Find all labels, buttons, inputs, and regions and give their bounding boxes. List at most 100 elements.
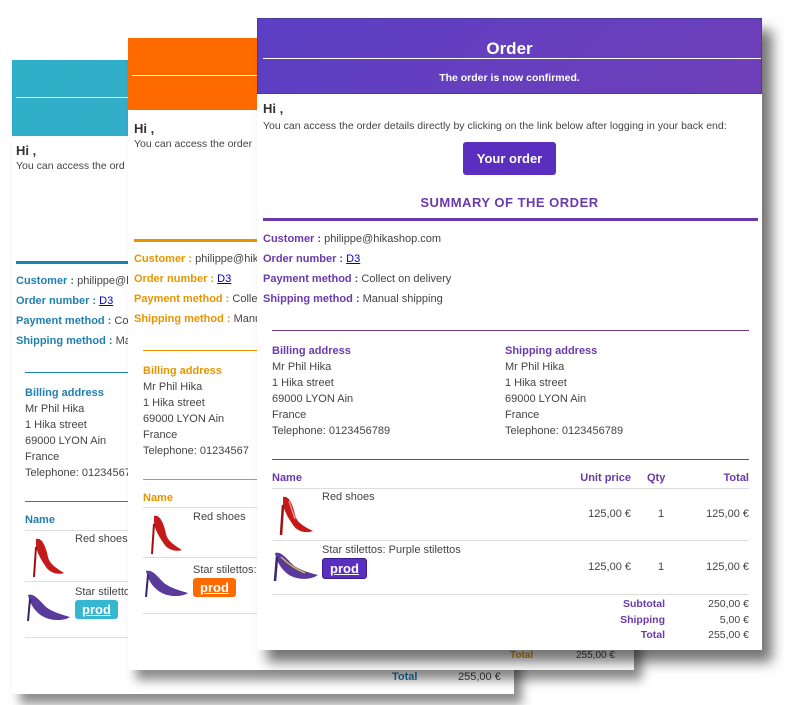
item-name: Red shoes (75, 533, 128, 545)
item-qty: 1 (658, 561, 665, 573)
subtotal-value: 250,00 € (708, 598, 749, 610)
customer-value: philippe@h (77, 275, 133, 287)
billing-address-title: Billing address (25, 387, 104, 399)
email-title: Order (486, 39, 533, 58)
order-number-label: Order number : (16, 295, 97, 307)
prod-button[interactable]: prod (75, 600, 118, 619)
total-value: 255,00 € (708, 629, 749, 641)
summary-title: SUMMARY OF THE ORDER (420, 195, 599, 210)
shipping-line: France (505, 409, 540, 421)
total-label: Total (640, 629, 665, 641)
item-unit-price: 125,00 € (588, 561, 631, 573)
shipping-method-value: Manu (233, 313, 262, 325)
red-shoe-icon (279, 496, 313, 536)
total-value: 255,00 € (458, 671, 501, 683)
billing-line: 1 Hika street (143, 397, 205, 409)
payment-value: Co (114, 315, 129, 327)
total-value: 255,00 € (576, 650, 615, 661)
item-name: Red shoes (322, 491, 375, 503)
intro-text: You can access the order (134, 138, 253, 150)
shipping-cost-value: 5,00 € (719, 614, 749, 626)
greeting: Hi , (263, 101, 284, 116)
customer-value: philippe@hikashop.com (324, 233, 442, 245)
col-header-qty: Qty (647, 472, 666, 484)
shipping-line: Telephone: 0123456789 (505, 425, 624, 437)
payment-label: Payment method : (16, 315, 112, 327)
your-order-button[interactable]: Your order (463, 142, 556, 175)
shipping-line: 1 Hika street (505, 377, 567, 389)
order-number-link[interactable]: D3 (217, 273, 232, 285)
order-number-label: Order number : (134, 273, 215, 285)
billing-line: 69000 LYON Ain (25, 435, 107, 447)
purple-shoe-icon (27, 594, 70, 622)
billing-line: 69000 LYON Ain (143, 413, 225, 425)
item-name: Red shoes (193, 511, 246, 523)
email-subtitle: The order is now confirmed. (439, 72, 580, 84)
greeting: Hi , (134, 121, 155, 136)
customer-label: Customer : (16, 275, 75, 287)
col-header-total: Total (723, 472, 749, 484)
subtotal-label: Subtotal (623, 598, 665, 610)
email-preview-purple: Order The order is now confirmed. Hi , Y… (257, 18, 762, 650)
item-qty: 1 (658, 508, 665, 520)
item-name: Star stilettos: (193, 564, 257, 576)
billing-line: France (143, 429, 178, 441)
billing-line: Telephone: 0123456789 (272, 425, 391, 437)
name-column-header: Name (143, 492, 173, 504)
col-header-unit-price: Unit price (580, 472, 631, 484)
payment-label: Payment method : (263, 273, 359, 285)
purple-shoe-icon (273, 552, 318, 582)
intro-text: You can access the order details directl… (263, 120, 727, 132)
col-header-name: Name (272, 472, 302, 484)
item-name: Star stilettos: Purple stilettos (322, 544, 461, 556)
item-total: 125,00 € (706, 508, 749, 520)
order-number-link[interactable]: D3 (346, 253, 361, 265)
shipping-method-value: Ma (115, 335, 131, 347)
customer-label: Customer : (263, 233, 322, 245)
billing-line: Telephone: 01234567 (25, 467, 131, 479)
billing-line: France (272, 409, 307, 421)
red-shoe-icon (33, 538, 64, 578)
billing-address-title: Billing address (272, 345, 351, 357)
item-unit-price: 125,00 € (588, 508, 631, 520)
intro-text: You can access the ord (16, 160, 125, 172)
shipping-method-label: Shipping method : (134, 313, 231, 325)
shipping-address-block: Shipping address Mr Phil Hika 1 Hika str… (505, 343, 623, 439)
payment-label: Payment method : (134, 293, 230, 305)
order-number-label: Order number : (263, 253, 344, 265)
billing-line: 69000 LYON Ain (272, 393, 354, 405)
item-name: Star stiletto (75, 586, 131, 598)
prod-button[interactable]: prod (322, 558, 367, 579)
shipping-method-label: Shipping method : (263, 293, 360, 305)
billing-line: 1 Hika street (272, 377, 334, 389)
billing-line: France (25, 451, 60, 463)
name-column-header: Name (25, 514, 55, 526)
shipping-cost-label: Shipping (620, 614, 665, 626)
shipping-address-title: Shipping address (505, 345, 598, 357)
order-number-link[interactable]: D3 (99, 295, 114, 307)
shipping-method-label: Shipping method : (16, 335, 113, 347)
total-label: Total (510, 650, 534, 661)
total-label: Total (392, 671, 418, 683)
red-shoe-icon (151, 515, 182, 555)
payment-value: Colle (232, 293, 258, 305)
billing-address-block: Billing address Mr Phil Hika 1 Hika stre… (272, 343, 390, 439)
billing-line: Telephone: 01234567 (143, 445, 249, 457)
shipping-line: Mr Phil Hika (505, 361, 565, 373)
customer-label: Customer : (134, 253, 193, 265)
shipping-method-value: Manual shipping (362, 293, 443, 305)
prod-button[interactable]: prod (193, 578, 236, 597)
shipping-line: 69000 LYON Ain (505, 393, 587, 405)
billing-line: Mr Phil Hika (25, 403, 85, 415)
billing-line: Mr Phil Hika (272, 361, 332, 373)
item-total: 125,00 € (706, 561, 749, 573)
payment-value: Collect on delivery (361, 273, 452, 285)
billing-line: Mr Phil Hika (143, 381, 203, 393)
email-header-purple: Order The order is now confirmed. (257, 18, 762, 94)
purple-shoe-icon (145, 570, 188, 598)
billing-address-title: Billing address (143, 365, 222, 377)
billing-line: 1 Hika street (25, 419, 87, 431)
customer-value: philippe@hik (195, 253, 259, 265)
greeting: Hi , (16, 143, 37, 158)
